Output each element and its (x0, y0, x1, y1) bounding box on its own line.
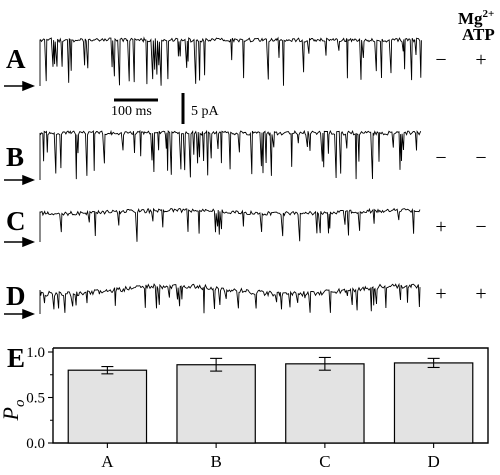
trace-d-atp-sign: + (475, 283, 487, 305)
bar-d (393, 362, 474, 444)
trace-a-mg-sign: − (435, 49, 447, 71)
trace-a-path (39, 36, 422, 86)
x-tick-label-c: C (319, 452, 330, 471)
trace-d-mg-sign: + (435, 283, 447, 305)
trace-a-arrowhead (22, 80, 36, 92)
mg-header-superscript: 2+ (482, 8, 495, 20)
trace-d-path (39, 282, 421, 314)
trace-d-label: D (6, 281, 26, 311)
x-tick-label-d: D (427, 452, 439, 471)
bar-b (176, 364, 256, 444)
mg-header-label: Mg (458, 9, 483, 28)
trace-c-mg-sign: + (435, 216, 447, 238)
chart-panel-label: E (7, 343, 26, 373)
baseline-arrows (4, 80, 36, 320)
chart-bars (67, 362, 474, 444)
trace-c-arrowhead (22, 236, 36, 248)
trace-a-label: A (6, 44, 26, 74)
y-tick-label-1: 0.5 (26, 391, 45, 407)
current-scale-label: 5 pA (191, 104, 219, 119)
x-tick-label-b: B (210, 452, 221, 471)
open-probability-chart: A B C D 0.0 0.5 1.0 Po (0, 345, 489, 471)
trace-b-mg-sign: − (435, 147, 447, 169)
mg-header: Mg2+ (458, 6, 494, 27)
chart-axes (52, 347, 489, 444)
y-tick-label-0: 0.0 (26, 436, 45, 452)
trace-b-atp-sign: − (475, 147, 487, 169)
trace-a-atp-sign: + (475, 49, 487, 71)
trace-b-path (39, 129, 422, 180)
trace-c-label: C (6, 206, 26, 236)
trace-b-arrowhead (22, 174, 36, 186)
trace-c-path (39, 207, 421, 242)
trace-c-atp-sign: − (475, 216, 487, 238)
y-axis-label: Po (0, 399, 28, 421)
trace-d-arrowhead (22, 308, 36, 320)
time-scale-label: 100 ms (111, 104, 152, 119)
chart-frame (52, 347, 489, 444)
bar-c (285, 363, 365, 444)
chart-ticks: A B C D 0.0 0.5 1.0 (26, 345, 440, 471)
trace-b-label: B (6, 142, 25, 172)
chart-error-bars (101, 356, 440, 375)
x-tick-label-a: A (101, 452, 114, 471)
y-tick-label-2: 1.0 (26, 345, 45, 361)
atp-header: ATP (462, 25, 495, 44)
current-traces (4, 36, 422, 320)
bar-a (67, 369, 148, 444)
